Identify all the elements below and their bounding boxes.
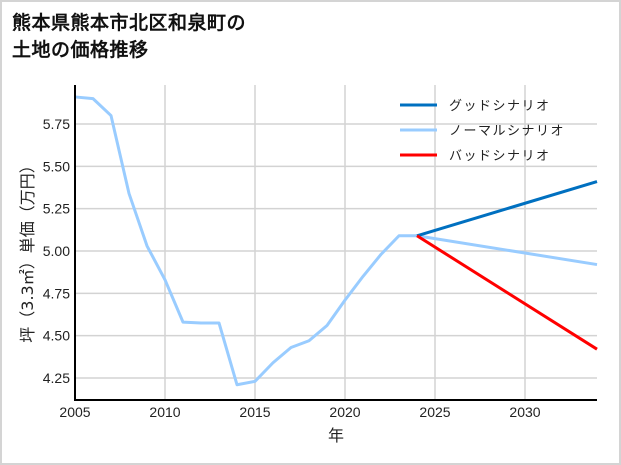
chart-title-line-2: 土地の価格推移 xyxy=(12,39,149,61)
x-axis-label: 年 xyxy=(328,426,344,445)
y-tick-label: 4.50 xyxy=(43,328,70,344)
y-tick-label: 4.25 xyxy=(43,370,70,386)
y-tick-labels: 4.25 4.50 4.75 5.00 5.25 5.50 5.75 xyxy=(43,116,70,386)
data-series xyxy=(74,95,598,387)
x-tick-label: 2030 xyxy=(509,404,540,420)
x-tick-label: 2010 xyxy=(149,404,180,420)
x-tick-label: 2020 xyxy=(329,404,360,420)
x-tick-label: 2015 xyxy=(239,404,270,420)
x-tick-label: 2005 xyxy=(59,404,90,420)
y-axis-label: 坪（3.3㎡）単価（万円） xyxy=(18,157,37,342)
y-tick-label: 5.00 xyxy=(43,243,70,259)
y-tick-label: 5.75 xyxy=(43,116,70,132)
legend-label: ノーマルシナリオ xyxy=(449,124,565,139)
chart-title: 熊本県熊本市北区和泉町の 土地の価格推移 xyxy=(12,10,246,64)
x-tick-labels: 2005 2010 2015 2020 2025 2030 xyxy=(59,404,540,420)
x-tick-label: 2025 xyxy=(419,404,450,420)
chart-title-line-1: 熊本県熊本市北区和泉町の xyxy=(12,12,247,34)
legend-label: バッドシナリオ xyxy=(449,149,551,164)
y-tick-label: 5.50 xyxy=(43,158,70,174)
y-tick-label: 4.75 xyxy=(43,285,70,301)
series-line-1 xyxy=(74,95,598,387)
axes xyxy=(74,85,597,401)
series-line-0 xyxy=(416,180,598,238)
y-tick-label: 5.25 xyxy=(43,201,70,217)
series-line-2 xyxy=(416,234,598,351)
legend-label: グッドシナリオ xyxy=(449,99,551,114)
